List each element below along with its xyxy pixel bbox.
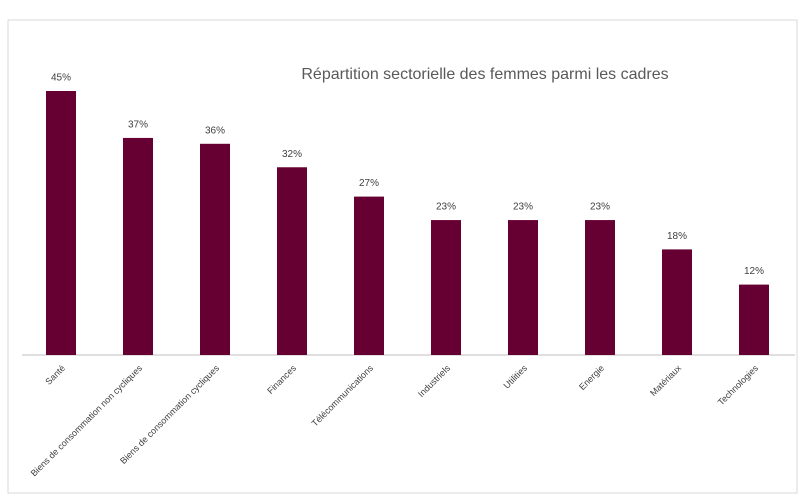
x-tick-label: Energie — [577, 363, 606, 392]
x-tick-label: Technologies — [716, 363, 761, 408]
value-label: 37% — [128, 120, 148, 131]
bar — [123, 137, 153, 355]
value-label: 23% — [513, 202, 533, 213]
x-tick-label: Industriels — [416, 363, 452, 399]
x-tick-label: Télécommunications — [310, 363, 376, 429]
chart-frame — [7, 19, 798, 494]
bar — [46, 91, 76, 355]
chart-title: Répartition sectorielle des femmes parmi… — [301, 66, 668, 83]
value-label: 23% — [590, 202, 610, 213]
value-label: 18% — [667, 231, 687, 242]
bar — [200, 143, 230, 355]
value-label: 32% — [282, 149, 302, 160]
x-tick-label: Finances — [265, 363, 298, 396]
x-tick-label: Santé — [43, 363, 67, 387]
value-label: 36% — [205, 125, 225, 136]
bar — [662, 249, 692, 355]
value-label: 23% — [436, 202, 456, 213]
value-label: 27% — [359, 178, 379, 189]
value-label: 12% — [744, 266, 764, 277]
bar — [508, 220, 538, 355]
value-label: 45% — [51, 73, 71, 84]
bar — [739, 284, 769, 355]
bar — [431, 220, 461, 355]
bar — [585, 220, 615, 355]
bar — [277, 167, 307, 355]
bar — [354, 196, 384, 355]
x-tick-label: Utilities — [502, 363, 530, 391]
x-tick-label: Matériaux — [648, 363, 683, 398]
